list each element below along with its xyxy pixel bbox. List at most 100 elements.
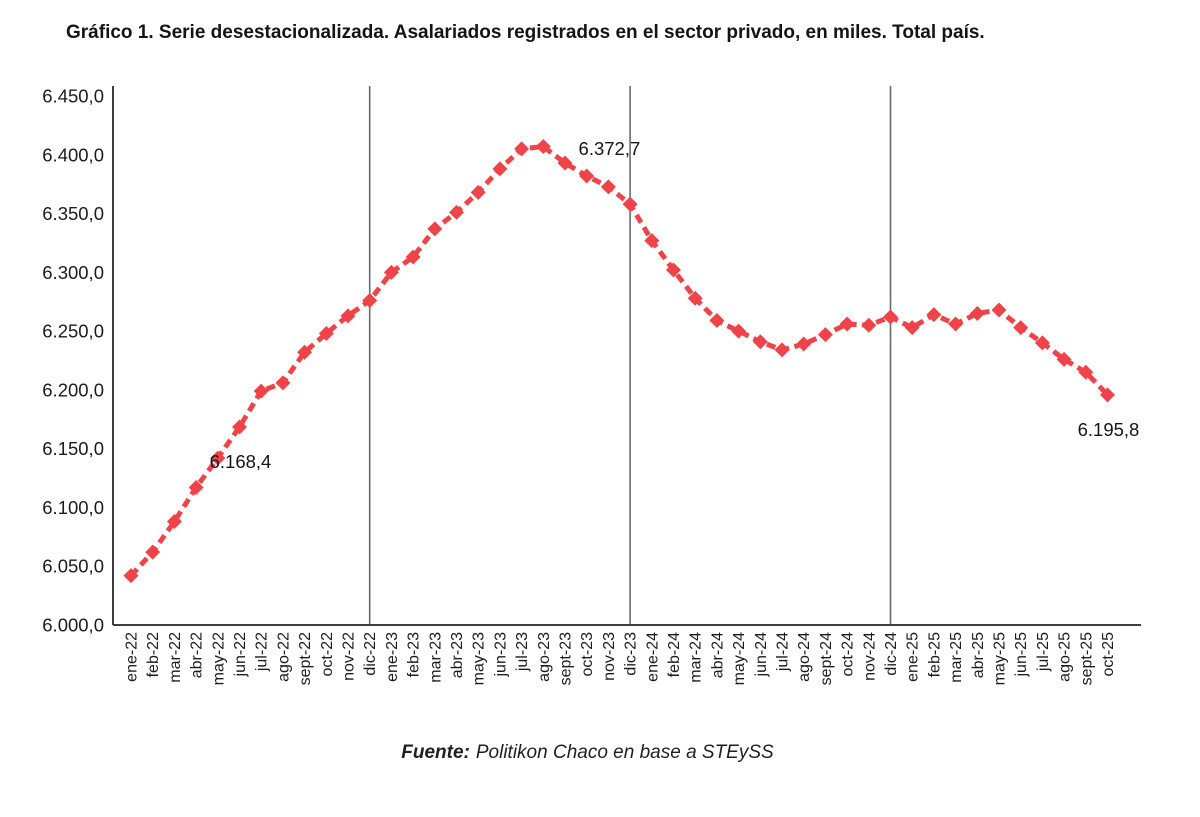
svg-text:jun-23: jun-23 (492, 632, 509, 678)
svg-text:6.450,0: 6.450,0 (42, 86, 104, 107)
line-chart: 6.000,0 6.050,0 6.100,0 6.150,0 6.200,0 6.250… (42, 86, 1141, 685)
data-point-marker (709, 313, 725, 329)
svg-text:feb-25: feb-25 (926, 632, 943, 677)
data-point-marker (1078, 364, 1094, 380)
svg-text:ago-24: ago-24 (796, 632, 813, 682)
data-point-marker (622, 196, 638, 212)
svg-text:nov-22: nov-22 (341, 632, 358, 681)
data-point-marker (232, 419, 247, 435)
data-point-marker (1034, 335, 1050, 351)
svg-text:jul-22: jul-22 (254, 632, 271, 672)
data-point-marker (557, 155, 573, 171)
source-text: Politikon Chaco en base a STEySS (475, 742, 774, 763)
source-note: Fuente: Politikon Chaco en base a STEySS (0, 742, 1175, 764)
data-point-marker (166, 514, 182, 530)
data-point-marker (405, 249, 421, 265)
data-point-marker (774, 342, 790, 358)
svg-text:oct-23: oct-23 (579, 632, 596, 677)
y-axis-labels: 6.000,0 6.050,0 6.100,0 6.150,0 6.200,0 6.250… (42, 86, 104, 636)
svg-text:dic-22: dic-22 (362, 632, 379, 676)
svg-text:jul-24: jul-24 (775, 632, 792, 672)
svg-text:ago-25: ago-25 (1057, 632, 1074, 682)
svg-text:oct-24: oct-24 (840, 632, 857, 677)
svg-text:ago-23: ago-23 (536, 632, 553, 682)
svg-text:jun-25: jun-25 (1013, 632, 1030, 678)
vertical-guides (368, 86, 892, 625)
svg-text:ene-25: ene-25 (905, 632, 922, 682)
svg-text:ene-24: ene-24 (644, 632, 661, 682)
chart-title: Gráfico 1. Serie desestacionalizada. Asa… (66, 22, 985, 43)
data-point-marker (839, 316, 855, 332)
svg-text:mar-24: mar-24 (688, 632, 705, 683)
data-point-marker (362, 293, 378, 309)
svg-text:abr-23: abr-23 (449, 632, 466, 678)
data-point-marker (340, 308, 356, 324)
data-point-marker (731, 323, 747, 339)
data-point-marker (1013, 320, 1029, 336)
svg-text:ene-22: ene-22 (124, 632, 141, 682)
svg-text:6.350,0: 6.350,0 (42, 203, 104, 224)
svg-text:6.300,0: 6.300,0 (42, 262, 104, 283)
data-point-marker (123, 568, 139, 584)
data-point-marker (1100, 387, 1115, 403)
svg-text:6.200,0: 6.200,0 (42, 379, 104, 400)
data-point-marker (991, 302, 1007, 318)
svg-text:abr-25: abr-25 (970, 632, 987, 678)
svg-text:abr-24: abr-24 (709, 632, 726, 678)
data-label-oct-25: 6.195,8 (1078, 419, 1140, 440)
data-point-marker (687, 290, 703, 306)
data-point-marker (188, 479, 204, 495)
svg-text:mar-22: mar-22 (167, 632, 184, 683)
data-point-marker (1056, 351, 1072, 367)
data-point-marker (449, 204, 464, 220)
svg-text:6.100,0: 6.100,0 (42, 497, 104, 518)
svg-text:dic-24: dic-24 (883, 632, 900, 676)
svg-text:nov-23: nov-23 (601, 632, 618, 681)
data-point-marker (600, 179, 616, 195)
svg-text:feb-23: feb-23 (406, 632, 423, 677)
svg-text:jun-22: jun-22 (232, 632, 249, 678)
svg-text:jul-23: jul-23 (514, 632, 531, 672)
svg-text:oct-22: oct-22 (319, 632, 336, 677)
svg-text:abr-22: abr-22 (189, 632, 206, 678)
data-point-marker (275, 375, 291, 391)
svg-text:oct-25: oct-25 (1100, 632, 1117, 677)
svg-text:jun-24: jun-24 (753, 632, 770, 678)
data-point-marker (470, 184, 486, 200)
data-label-nov-23: 6.372,7 (579, 138, 641, 159)
series-markers (123, 139, 1115, 584)
svg-text:may-22: may-22 (210, 632, 227, 685)
svg-text:ago-22: ago-22 (275, 632, 292, 682)
data-point-marker (383, 264, 399, 280)
axes (112, 86, 1141, 626)
data-point-marker (883, 309, 898, 325)
data-point-marker (644, 233, 660, 249)
data-point-marker (752, 334, 768, 350)
data-point-marker (427, 221, 443, 237)
svg-text:sept-24: sept-24 (818, 632, 835, 685)
data-point-marker (817, 327, 833, 343)
svg-text:sept-22: sept-22 (297, 632, 314, 685)
svg-text:mar-25: mar-25 (948, 632, 965, 683)
svg-text:may-25: may-25 (992, 632, 1009, 685)
data-point-marker (904, 320, 920, 336)
data-point-marker (926, 307, 942, 323)
data-point-marker (535, 139, 551, 155)
svg-text:jul-25: jul-25 (1035, 632, 1052, 672)
data-point-marker (318, 325, 334, 341)
data-point-marker (861, 317, 877, 333)
svg-text:sept-23: sept-23 (558, 632, 575, 685)
svg-text:6.250,0: 6.250,0 (42, 321, 104, 342)
chart-canvas: 6.000,0 6.050,0 6.100,0 6.150,0 6.200,0 6.250… (42, 86, 1141, 685)
svg-text:6.050,0: 6.050,0 (42, 556, 104, 577)
svg-text:sept-25: sept-25 (1078, 632, 1095, 685)
svg-text:nov-24: nov-24 (861, 632, 878, 681)
data-point-marker (969, 305, 985, 321)
svg-text:may-23: may-23 (471, 632, 488, 685)
x-axis-labels: ene-22 feb-22 mar-22 abr-22 may-22 jun-22 jul-… (124, 632, 1118, 685)
data-point-marker (210, 450, 226, 466)
data-point-marker (492, 161, 508, 177)
svg-text:may-24: may-24 (731, 632, 748, 685)
data-label-jun-22: 6.168,4 (210, 451, 272, 472)
svg-text:mar-23: mar-23 (427, 632, 444, 683)
